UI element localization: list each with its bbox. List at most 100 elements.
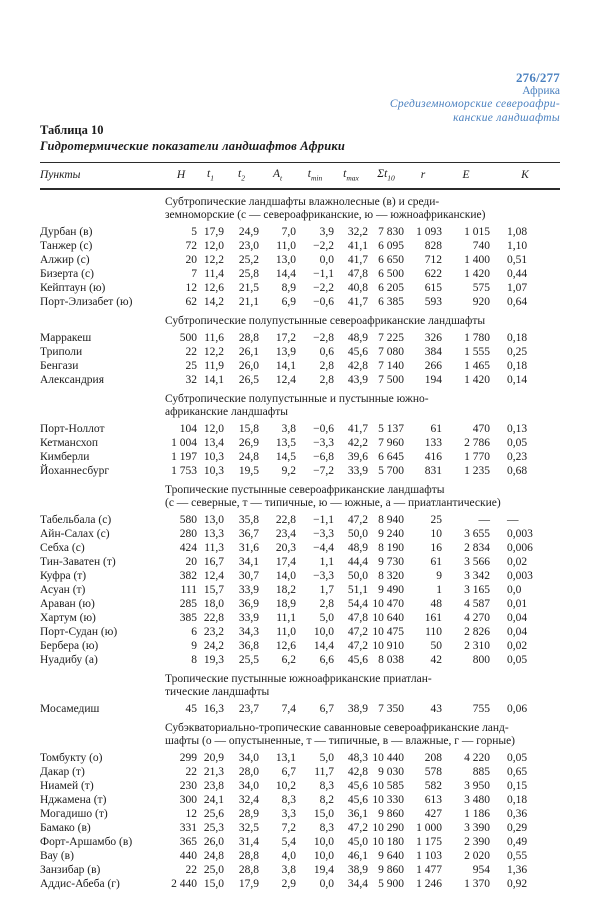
cell-K: 0,01 xyxy=(507,598,528,611)
section-heading: Тропические пустынные южноафриканские пр… xyxy=(40,667,560,702)
cell-r: 831 xyxy=(424,465,442,478)
column-header-label: r xyxy=(420,169,426,182)
section-heading-line: Субтропические полупустынные североафрик… xyxy=(165,315,486,328)
cell-r: 43 xyxy=(430,703,443,716)
cell-K: 0,003 xyxy=(507,570,533,583)
cell-sum-t10: 6 650 xyxy=(378,254,404,267)
cell-K: 0,15 xyxy=(507,780,528,793)
station-name: Кетмансхоп xyxy=(40,437,98,450)
cell-t1: 14,1 xyxy=(203,374,224,387)
cell-r: 326 xyxy=(424,332,442,345)
section-heading: Субэкваториально-тропические саванновые … xyxy=(40,716,560,751)
cell-E: 470 xyxy=(472,423,490,436)
cell-E: 3 950 xyxy=(464,780,490,793)
cell-tmin: 8,3 xyxy=(319,780,334,793)
column-header-label: A xyxy=(272,168,280,180)
section-heading-line: земноморские (с — североафриканские, ю —… xyxy=(165,209,486,222)
column-header-label: t xyxy=(238,168,242,180)
cell-tmax: 38,9 xyxy=(347,703,368,716)
cell-E: 3 390 xyxy=(464,822,490,835)
column-header-label: Σt xyxy=(377,168,388,180)
cell-r: 194 xyxy=(424,374,442,387)
cell-H: 6 xyxy=(191,626,197,639)
cell-At: 18,2 xyxy=(275,584,296,597)
cell-tmax: 33,9 xyxy=(347,465,368,478)
table-row: Араван (ю) 285 18,0 36,9 18,9 2,8 54,4 10 470 48… xyxy=(40,597,560,611)
table-row: Йоханнесбург 1 753 10,3 19,5 9,2 −7,2 33,9 5 70… xyxy=(40,464,560,478)
cell-tmin: 10,0 xyxy=(313,850,334,863)
cell-t2: 28,0 xyxy=(238,766,259,779)
cell-H: 300 xyxy=(179,794,197,807)
cell-sum-t10: 10 910 xyxy=(372,640,404,653)
cell-sum-t10: 7 225 xyxy=(378,332,404,345)
cell-At: 4,0 xyxy=(281,850,296,863)
cell-H: 22 xyxy=(185,766,198,779)
station-name: Нуадибу (а) xyxy=(40,654,98,667)
cell-At: 7,0 xyxy=(281,226,296,239)
cell-sum-t10: 10 475 xyxy=(372,626,404,639)
cell-E: 3 655 xyxy=(464,528,490,541)
cell-t2: 36,8 xyxy=(238,640,259,653)
cell-At: 12,4 xyxy=(275,374,296,387)
cell-E: 3 165 xyxy=(464,584,490,597)
cell-tmax: 42,2 xyxy=(347,437,368,450)
cell-At: 20,3 xyxy=(275,542,296,555)
cell-K: 0,13 xyxy=(507,423,528,436)
cell-tmin: 2,8 xyxy=(319,374,334,387)
cell-sum-t10: 10 640 xyxy=(372,612,404,625)
cell-tmin: 1,7 xyxy=(319,584,334,597)
column-header-K: K xyxy=(490,162,560,191)
cell-t1: 25,0 xyxy=(203,864,224,877)
station-name: Айн-Салах (с) xyxy=(40,528,110,541)
column-header-tmin: tmin xyxy=(296,162,334,191)
table-row: Айн-Салах (с) 280 13,3 36,7 23,4 −3,3 50,0 9 24… xyxy=(40,527,560,541)
cell-H: 1 004 xyxy=(171,437,197,450)
cell-tmax: 51,1 xyxy=(347,584,368,597)
cell-tmin: 10,0 xyxy=(313,836,334,849)
station-name: Дурбан (в) xyxy=(40,226,93,239)
cell-sum-t10: 5 700 xyxy=(378,465,404,478)
cell-r: 61 xyxy=(430,423,443,436)
station-name: Триполи xyxy=(40,346,83,359)
section-heading-line: Субэкваториально-тропические саванновые … xyxy=(165,722,509,735)
cell-tmin: −1,1 xyxy=(313,268,334,281)
cell-t2: 34,3 xyxy=(238,626,259,639)
cell-K: 0,64 xyxy=(507,296,528,309)
table-row: Хартум (ю) 385 22,8 33,9 11,1 5,0 47,8 10 640 16… xyxy=(40,611,560,625)
cell-sum-t10: 7 350 xyxy=(378,703,404,716)
cell-tmax: 48,9 xyxy=(347,542,368,555)
cell-E: 1 235 xyxy=(464,465,490,478)
cell-tmax: 38,9 xyxy=(347,864,368,877)
cell-tmin: 8,3 xyxy=(319,822,334,835)
cell-r: 1 246 xyxy=(416,878,442,891)
section-heading-line: африканские ландшафты xyxy=(165,406,288,419)
cell-At: 13,9 xyxy=(275,346,296,359)
cell-H: 580 xyxy=(179,514,197,527)
station-name: Кимберли xyxy=(40,451,90,464)
section-heading: Субтропические полупустынные и пустынные… xyxy=(40,387,560,422)
cell-t1: 19,3 xyxy=(203,654,224,667)
column-header-label: K xyxy=(521,169,529,182)
cell-At: 7,2 xyxy=(281,822,296,835)
column-header-t1: t1 xyxy=(197,162,224,191)
cell-At: 14,5 xyxy=(275,451,296,464)
cell-r: 416 xyxy=(424,451,442,464)
cell-r: 110 xyxy=(425,626,442,639)
cell-r: 1 093 xyxy=(416,226,442,239)
table-row: Марракеш 500 11,6 28,8 17,2 −2,8 48,9 7 225 326 1… xyxy=(40,331,560,345)
cell-K: 0,44 xyxy=(507,268,528,281)
cell-E: 1 186 xyxy=(464,808,490,821)
cell-t2: 25,5 xyxy=(238,654,259,667)
column-header-subscript: t xyxy=(279,173,283,183)
cell-t2: 32,5 xyxy=(238,822,259,835)
cell-sum-t10: 6 385 xyxy=(378,296,404,309)
cell-tmax: 45,6 xyxy=(347,794,368,807)
cell-At: 6,7 xyxy=(281,766,296,779)
table-row: Бизерта (с) 7 11,4 25,8 14,4 −1,1 47,8 6 500 622… xyxy=(40,267,560,281)
table-row: Бенгази 25 11,9 26,0 14,1 2,8 42,8 7 140 266 1 46… xyxy=(40,359,560,373)
cell-K: 0,003 xyxy=(507,528,533,541)
column-header-subscript: 10 xyxy=(387,173,395,183)
page-subtitle-line-1: Средиземноморские североафри- xyxy=(389,98,560,110)
cell-K: 0,36 xyxy=(507,808,528,821)
